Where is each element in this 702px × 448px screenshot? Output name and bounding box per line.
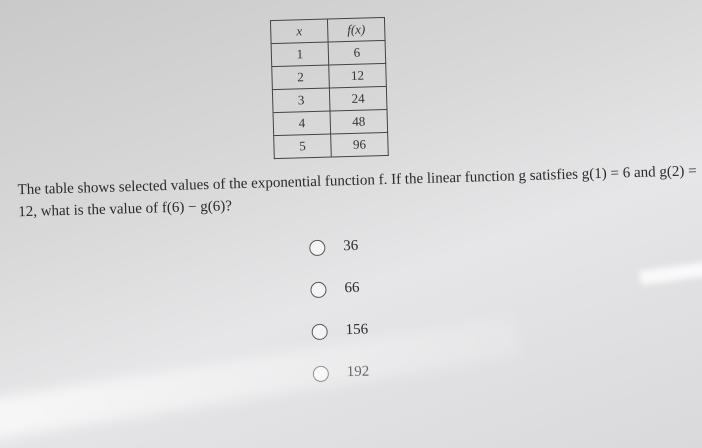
- answer-option[interactable]: 66: [310, 279, 360, 298]
- table-header: x f(x): [270, 17, 386, 44]
- question-text: The table shows selected values of the e…: [17, 163, 697, 221]
- table-cell: 6: [328, 40, 386, 66]
- table-row: 5 96: [273, 132, 389, 159]
- option-label: 66: [344, 279, 360, 297]
- radio-button[interactable]: [309, 239, 326, 256]
- table-row: 4 48: [273, 109, 388, 136]
- header-cell: x: [270, 19, 329, 44]
- table-cell: 96: [330, 132, 389, 158]
- radio-button[interactable]: [311, 323, 328, 340]
- options: 3666156192: [0, 0, 696, 382]
- table-cell: 12: [328, 63, 387, 89]
- table-cell: 1: [271, 42, 329, 67]
- table-cell: 4: [273, 111, 331, 136]
- table-row: 2 12: [271, 63, 387, 90]
- table-cell: 3: [272, 88, 331, 113]
- option-label: 156: [345, 321, 369, 339]
- answer-option[interactable]: 156: [311, 322, 368, 341]
- header-cell: f(x): [327, 17, 386, 43]
- table-row: 3 24: [272, 86, 387, 113]
- table-cell: 48: [330, 109, 388, 135]
- table-body: 1 6 2 12 3 24 4 48 5 96: [271, 40, 389, 159]
- option-label: 36: [343, 237, 359, 255]
- value-table: x f(x) 1 6 2 12 3 24 4 48 5 96: [270, 17, 389, 159]
- table-cell: 2: [271, 65, 330, 90]
- radio-button[interactable]: [310, 281, 327, 298]
- table-cell: 5: [273, 134, 332, 159]
- answer-option[interactable]: 36: [309, 237, 359, 256]
- table-cell: 24: [329, 86, 387, 112]
